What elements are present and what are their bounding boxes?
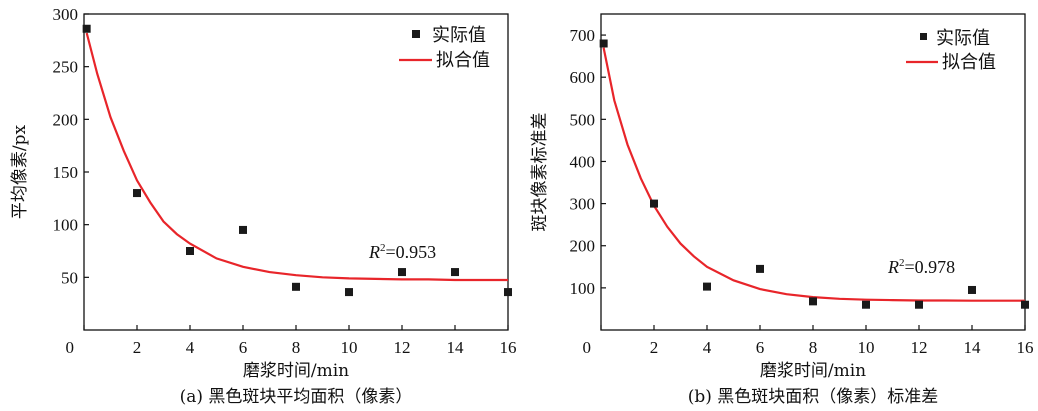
y-tick-label: 200 <box>53 110 79 129</box>
x-tick-label: 14 <box>964 338 982 357</box>
x-tick-label: 16 <box>500 338 517 357</box>
data-point <box>703 282 711 291</box>
chart-b-x-ticks: 0 2 4 6 8 10 12 14 16 <box>583 325 1034 357</box>
chart-a-r2-label: R <box>368 242 380 262</box>
x-tick-label: 6 <box>756 338 765 357</box>
chart-b-r2-label: R <box>887 257 899 277</box>
x-tick-label: 10 <box>858 338 875 357</box>
y-tick-label: 150 <box>53 163 79 182</box>
chart-b-points <box>599 39 1029 309</box>
x-tick-label: 0 <box>66 338 75 357</box>
data-point <box>599 39 608 48</box>
chart-a-legend-marker-actual <box>412 30 420 38</box>
x-tick-label: 4 <box>703 338 712 357</box>
chart-b-y-label: 斑块像素标准差 <box>530 113 550 232</box>
chart-a-r2-annotation: R2=0.953 <box>368 242 436 262</box>
y-tick-label: 500 <box>570 110 596 129</box>
y-tick-label: 300 <box>570 195 596 214</box>
y-tick-label: 50 <box>61 268 78 287</box>
y-tick-label: 300 <box>53 5 79 24</box>
chart-b: 100 200 300 400 500 600 700 0 2 4 6 8 10 12 14 16 实际值 … <box>530 13 1034 407</box>
chart-a-legend-label-fit: 拟合值 <box>436 50 490 71</box>
chart-b-legend-marker-actual <box>920 33 927 40</box>
chart-a-x-ticks: 0 2 4 6 8 10 12 14 16 <box>66 325 517 357</box>
x-tick-label: 10 <box>341 338 358 357</box>
chart-b-r2-annotation: R2=0.978 <box>887 257 955 277</box>
data-point <box>1021 300 1029 309</box>
data-point <box>968 285 976 294</box>
chart-b-legend-label-actual: 实际值 <box>936 28 990 49</box>
data-point <box>756 264 764 273</box>
chart-a-legend-label-actual: 实际值 <box>432 25 486 46</box>
y-tick-label: 700 <box>570 26 596 45</box>
data-point <box>398 268 406 277</box>
chart-a-fit-line <box>85 32 508 282</box>
y-tick-label: 100 <box>570 279 596 298</box>
data-point <box>504 288 512 297</box>
y-tick-label: 400 <box>570 152 596 171</box>
x-tick-label: 2 <box>650 338 659 357</box>
data-point <box>345 288 353 297</box>
data-point <box>292 282 300 291</box>
chart-a-legend: 实际值 拟合值 <box>399 25 490 71</box>
data-point <box>451 268 459 277</box>
data-point <box>915 300 923 309</box>
data-point <box>650 199 658 208</box>
chart-a-r2-value: =0.953 <box>386 242 437 262</box>
x-tick-label: 2 <box>133 338 142 357</box>
chart-b-y-ticks: 100 200 300 400 500 600 700 <box>570 26 606 298</box>
data-point <box>809 297 817 306</box>
chart-a-y-label: 平均像素/px <box>10 124 30 219</box>
chart-a-caption: (a) 黑色斑块平均面积（像素） <box>180 387 413 407</box>
x-tick-label: 16 <box>1017 338 1034 357</box>
chart-b-x-label: 磨浆时间/min <box>760 361 866 381</box>
chart-b-caption: (b) 黑色斑块面积（像素）标准差 <box>688 387 939 407</box>
x-tick-label: 0 <box>583 338 592 357</box>
y-tick-label: 100 <box>53 216 79 235</box>
chart-a-y-ticks: 50 100 150 200 250 300 <box>53 5 89 287</box>
y-tick-label: 600 <box>570 68 596 87</box>
x-tick-label: 8 <box>292 338 301 357</box>
x-tick-label: 12 <box>394 338 411 357</box>
data-point <box>239 225 247 234</box>
x-tick-label: 8 <box>809 338 818 357</box>
chart-b-legend-label-fit: 拟合值 <box>942 52 996 73</box>
chart-b-r2-sup: 2 <box>899 257 905 269</box>
data-point <box>133 189 141 198</box>
x-tick-label: 6 <box>239 338 248 357</box>
x-tick-label: 4 <box>186 338 195 357</box>
chart-a-r2-sup: 2 <box>380 242 386 254</box>
data-point <box>862 300 870 309</box>
data-point <box>186 247 194 255</box>
chart-a-x-label: 磨浆时间/min <box>243 361 349 381</box>
y-tick-label: 200 <box>570 237 596 256</box>
x-tick-label: 12 <box>911 338 928 357</box>
chart-b-r2-value: =0.978 <box>905 257 956 277</box>
x-tick-label: 14 <box>447 338 465 357</box>
chart-b-fit-line <box>602 47 1025 302</box>
y-tick-label: 250 <box>53 58 79 77</box>
chart-b-legend: 实际值 拟合值 <box>906 28 996 73</box>
data-point <box>82 24 91 33</box>
chart-a-points <box>82 24 512 297</box>
